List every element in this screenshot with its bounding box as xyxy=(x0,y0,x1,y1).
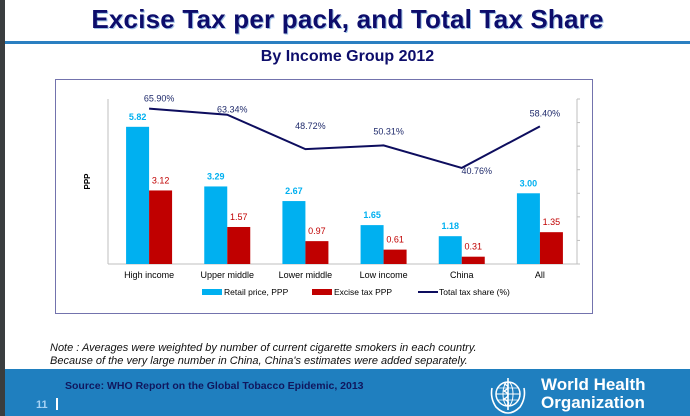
legend-label-retail-price: Retail price, PPP xyxy=(224,287,289,297)
data-label-retail-price: 2.67 xyxy=(285,186,303,196)
note-line-1: Note : Averages were weighted by number … xyxy=(50,342,477,354)
bar-excise-tax xyxy=(539,232,563,264)
who-wordmark: World Health Organization xyxy=(541,376,646,412)
slide-title: Excise Tax per pack, and Total Tax Share xyxy=(91,4,604,34)
bar-retail-price xyxy=(282,201,306,264)
note: Note : Averages were weighted by number … xyxy=(50,342,477,368)
data-label-total-tax-share: 40.76% xyxy=(461,166,492,176)
x-tick-label: High income xyxy=(124,270,174,280)
x-tick-label: Low income xyxy=(360,270,408,280)
x-tick-label: Lower middle xyxy=(279,270,333,280)
slide-subtitle: By Income Group 2012 xyxy=(260,48,435,65)
x-tick-label: China xyxy=(450,270,474,280)
bar-retail-price xyxy=(360,225,384,264)
line-total-tax-share xyxy=(149,107,541,169)
footer-bar: Source: WHO Report on the Global Tobacco… xyxy=(5,369,690,416)
data-label-total-tax-share: 50.31% xyxy=(373,126,404,136)
bar-excise-tax xyxy=(305,241,329,264)
page-number-divider xyxy=(56,398,58,410)
chart-frame: PPP 5.82 3.12 High income 3.29 1.57 Upper midd… xyxy=(55,79,593,314)
legend-swatch-retail-price xyxy=(202,289,222,295)
title-divider xyxy=(5,41,690,44)
data-label-retail-price: 3.29 xyxy=(207,171,225,181)
legend-label-total-tax-share: Total tax share (%) xyxy=(439,287,510,297)
chart: PPP 5.82 3.12 High income 3.29 1.57 Upper midd… xyxy=(83,94,580,297)
data-label-excise-tax: 1.35 xyxy=(543,217,561,227)
legend-label-excise-tax: Excise tax PPP xyxy=(334,287,392,297)
bar-retail-price xyxy=(438,236,462,264)
x-tick-label: All xyxy=(535,270,545,280)
data-label-excise-tax: 0.31 xyxy=(464,242,482,252)
bar-excise-tax xyxy=(227,226,251,264)
x-tick-label: Upper middle xyxy=(200,270,254,280)
who-wordmark-line-2: Organization xyxy=(541,393,645,412)
data-label-retail-price: 3.00 xyxy=(520,178,538,188)
window-left-edge xyxy=(0,0,5,416)
y-axis-label: PPP xyxy=(83,173,92,190)
data-label-total-tax-share: 63.34% xyxy=(217,105,248,115)
data-label-excise-tax: 3.12 xyxy=(152,175,170,185)
bar-retail-price xyxy=(516,193,540,264)
data-label-retail-price: 1.18 xyxy=(441,221,459,231)
who-wordmark-line-1: World Health xyxy=(541,375,646,394)
data-label-excise-tax: 1.57 xyxy=(230,212,248,222)
data-label-retail-price: 5.82 xyxy=(129,112,147,122)
bar-excise-tax xyxy=(461,256,485,264)
who-emblem-icon xyxy=(490,378,526,414)
bar-retail-price xyxy=(204,186,228,264)
data-label-total-tax-share: 58.40% xyxy=(530,108,561,118)
data-label-total-tax-share: 65.90% xyxy=(144,94,175,104)
data-label-total-tax-share: 48.72% xyxy=(295,121,326,131)
legend-swatch-excise-tax xyxy=(312,289,332,295)
source-text: Source: WHO Report on the Global Tobacco… xyxy=(65,380,364,392)
data-label-excise-tax: 0.97 xyxy=(308,226,326,236)
data-label-excise-tax: 0.61 xyxy=(386,235,404,245)
note-line-2: Because of the very large number in Chin… xyxy=(50,355,468,367)
bar-retail-price xyxy=(126,126,150,264)
page-number: 11 xyxy=(36,399,48,411)
bar-excise-tax xyxy=(383,249,407,264)
bar-excise-tax xyxy=(149,190,173,264)
data-label-retail-price: 1.65 xyxy=(363,210,381,220)
